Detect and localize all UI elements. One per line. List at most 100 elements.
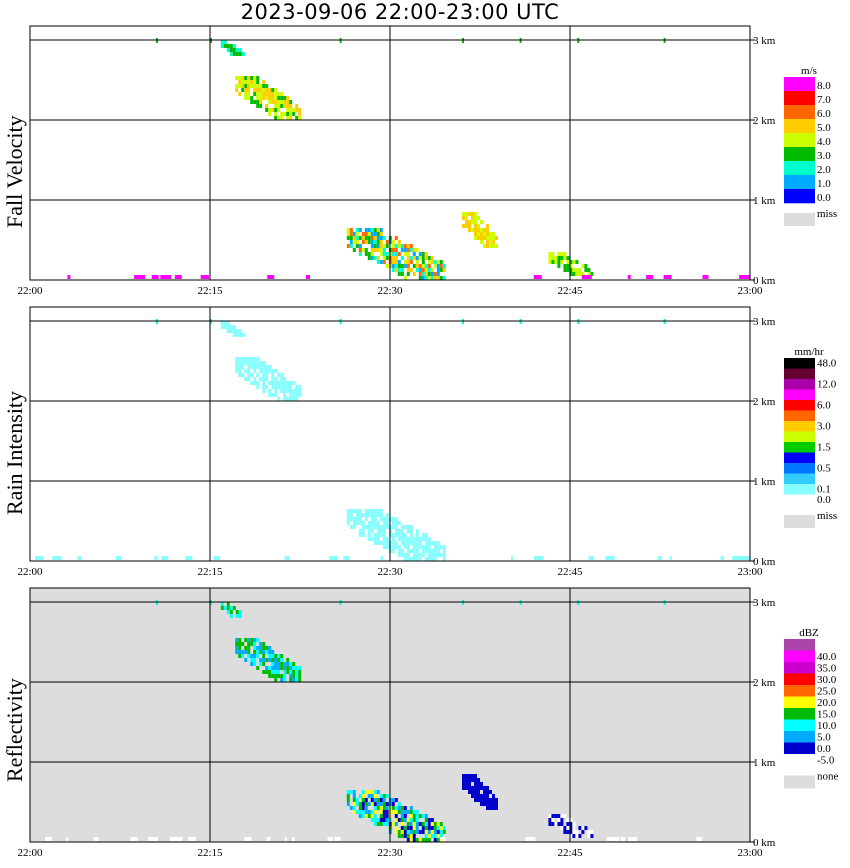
echo-cell-1-0 bbox=[268, 389, 272, 393]
echo-cell-2-0 bbox=[247, 654, 251, 658]
echo-cell-2-2 bbox=[400, 810, 404, 814]
echo-cell-2-0 bbox=[244, 638, 248, 642]
echo-cell-2-4 bbox=[554, 814, 558, 818]
echo-cell-1-0 bbox=[247, 365, 251, 369]
echo-cell-2-2 bbox=[436, 838, 440, 842]
echo-cell-0-2 bbox=[412, 252, 416, 256]
echo-cell-1-2 bbox=[376, 541, 380, 545]
echo-cell-2-2 bbox=[409, 834, 413, 838]
echo-cell-0-3 bbox=[489, 232, 492, 236]
echo-cell-2-0 bbox=[247, 650, 251, 654]
echo-cell-1-2 bbox=[346, 517, 350, 521]
echo-cell-2-3 bbox=[474, 794, 477, 798]
echo-cell-0-3 bbox=[480, 240, 483, 244]
echo-cell-2-0 bbox=[268, 670, 272, 674]
echo-cell-2-2 bbox=[355, 802, 359, 806]
echo-cell-1-0 bbox=[256, 361, 260, 365]
echo-cell-1-2 bbox=[397, 549, 401, 553]
echo-cell-0-0 bbox=[247, 84, 251, 88]
echo-cell-2-2 bbox=[349, 790, 353, 794]
echo-cell-2-0 bbox=[274, 658, 278, 662]
echo-cell-0-0 bbox=[253, 92, 257, 96]
echo-cell-2-2 bbox=[370, 818, 374, 822]
echo-cell-0-2 bbox=[397, 240, 401, 244]
echo-cell-2-2 bbox=[400, 830, 404, 834]
legend-missing-swatch-1 bbox=[784, 515, 815, 528]
echo-cell-1-2 bbox=[412, 557, 416, 561]
echo-cell-1-2 bbox=[397, 529, 401, 533]
echo-cell-2-2 bbox=[415, 830, 419, 834]
echo-cell-0-0 bbox=[256, 88, 260, 92]
time-tick-label-1-1: 22:15 bbox=[197, 566, 223, 578]
echo-cell-2-2 bbox=[403, 814, 407, 818]
echo-cell-2-2 bbox=[415, 814, 419, 818]
surface-echo-1 bbox=[657, 556, 662, 560]
echo-cell-2-3 bbox=[486, 806, 489, 810]
km-tick-label-1-0: 0 km bbox=[753, 556, 776, 568]
echo-cell-2-0 bbox=[274, 666, 278, 670]
echo-cell-0-3 bbox=[483, 244, 486, 248]
echo-cell-2-4 bbox=[566, 830, 570, 834]
echo-cell-1-0 bbox=[295, 393, 299, 397]
echo-cell-2-2 bbox=[412, 838, 416, 842]
echo-cell-0-2 bbox=[355, 228, 359, 232]
echo-cell-0-2 bbox=[418, 264, 422, 268]
echo-cell-2-2 bbox=[424, 814, 428, 818]
echo-cell-2-2 bbox=[442, 826, 446, 830]
km-tick-label-0-1: 1 km bbox=[753, 195, 776, 207]
echo-cell-1-2 bbox=[442, 557, 446, 561]
echo-cell-1-2 bbox=[391, 549, 395, 553]
echo-cell-0-0 bbox=[280, 96, 284, 100]
legend-swatch-1-5 bbox=[784, 410, 815, 422]
legend-label-0-7: 1.0 bbox=[817, 178, 831, 190]
echo-cell-1-2 bbox=[409, 541, 413, 545]
echo-cell-2-2 bbox=[406, 838, 410, 842]
echo-cell-2-0 bbox=[298, 674, 302, 678]
echo-cell-2-0 bbox=[256, 646, 260, 650]
echo-cell-1-0 bbox=[265, 373, 269, 377]
echo-cell-0-2 bbox=[412, 248, 416, 252]
echo-cell-2-4 bbox=[560, 818, 564, 822]
echo-cell-1-2 bbox=[415, 549, 419, 553]
echo-cell-1-2 bbox=[436, 541, 440, 545]
echo-cell-0-2 bbox=[346, 236, 350, 240]
echo-cell-0-2 bbox=[373, 236, 377, 240]
echo-cell-2-3 bbox=[492, 798, 495, 802]
echo-cell-2-2 bbox=[400, 822, 404, 826]
echo-cell-0-0 bbox=[247, 76, 251, 80]
echo-cell-2-2 bbox=[376, 822, 380, 826]
echo-cell-2-2 bbox=[439, 822, 443, 826]
echo-cell-0-2 bbox=[394, 248, 398, 252]
echo-cell-2-2 bbox=[436, 826, 440, 830]
surface-echo-0 bbox=[582, 275, 589, 279]
echo-cell-0-2 bbox=[430, 272, 434, 276]
echo-cell-2-2 bbox=[430, 826, 434, 830]
echo-cell-0-0 bbox=[295, 108, 299, 112]
echo-cell-0-2 bbox=[403, 260, 407, 264]
echo-cell-2-2 bbox=[403, 810, 407, 814]
echo-cell-0-0 bbox=[265, 92, 269, 96]
echo-cell-2-2 bbox=[346, 802, 350, 806]
surface-echo-0 bbox=[539, 275, 542, 279]
echo-cell-0-2 bbox=[427, 256, 431, 260]
echo-cell-1-2 bbox=[370, 509, 374, 513]
echo-cell-0-2 bbox=[376, 228, 380, 232]
echo-cell-2-2 bbox=[376, 802, 380, 806]
surface-echo-0 bbox=[739, 275, 751, 279]
echo-cell-1-2 bbox=[358, 513, 362, 517]
echo-cell-2-3 bbox=[474, 786, 477, 790]
echo-cell-1-2 bbox=[382, 521, 386, 525]
echo-cell-1-2 bbox=[409, 537, 413, 541]
echo-cell-1-2 bbox=[373, 541, 377, 545]
echo-cell-0-2 bbox=[427, 268, 431, 272]
echo-cell-2-0 bbox=[277, 654, 281, 658]
echo-cell-0-0 bbox=[289, 116, 293, 120]
echo-cell-0-0 bbox=[247, 88, 251, 92]
echo-cell-2-2 bbox=[376, 818, 380, 822]
echo-cell-2-2 bbox=[355, 810, 359, 814]
echo-cell-0-2 bbox=[421, 264, 425, 268]
echo-cell-2-4 bbox=[581, 830, 585, 834]
echo-cell-2-3 bbox=[468, 790, 471, 794]
echo-cell-0-2 bbox=[397, 244, 401, 248]
echo-cell-1-0 bbox=[262, 389, 266, 393]
